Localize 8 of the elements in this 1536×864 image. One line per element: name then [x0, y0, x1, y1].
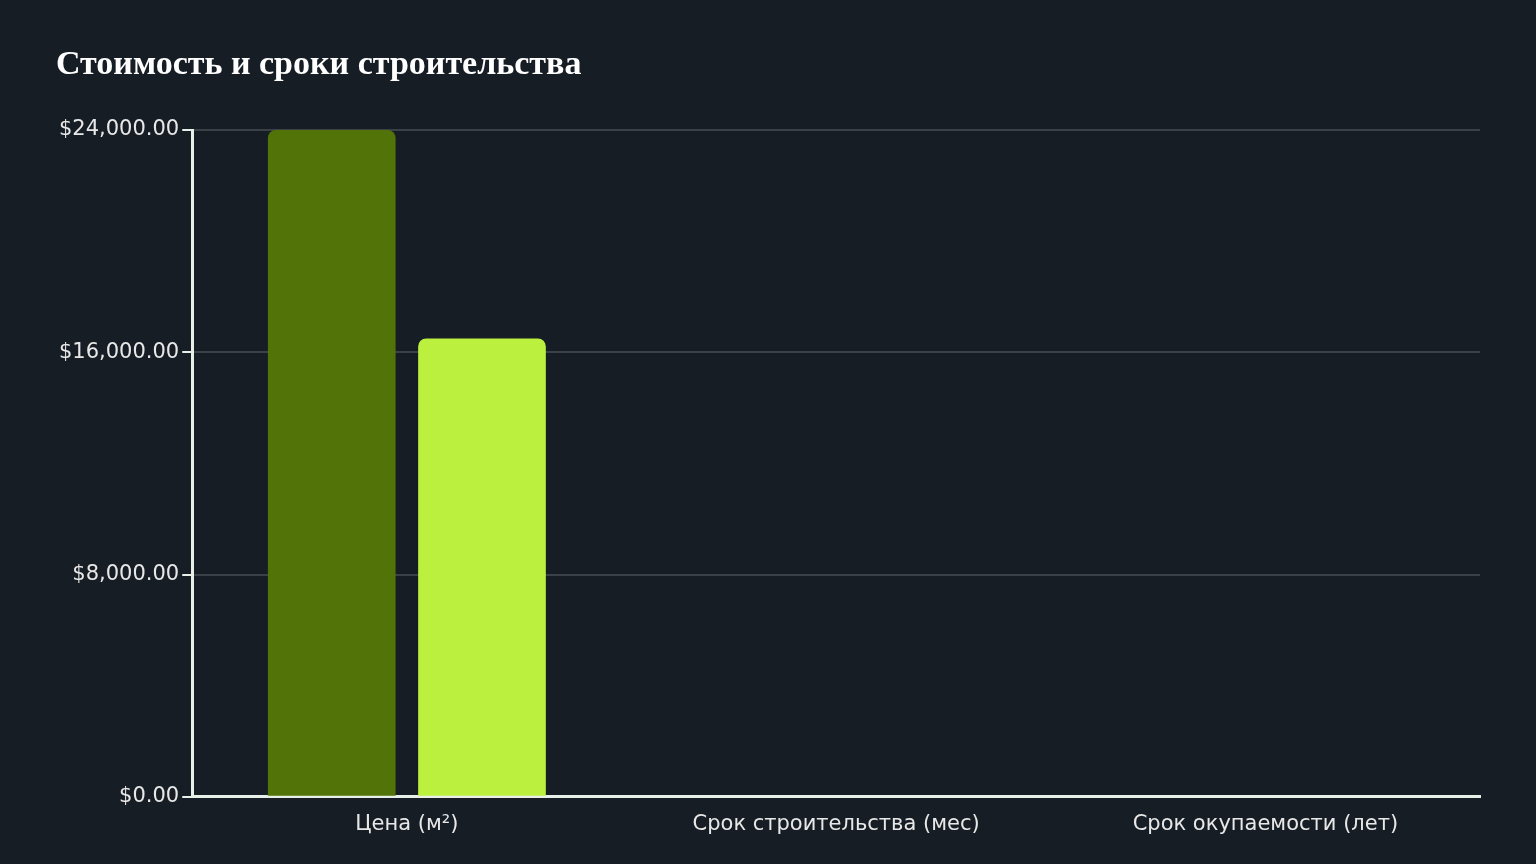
y-tick-label: $0.00	[119, 783, 180, 808]
y-tick-label: $24,000.00	[58, 116, 180, 141]
y-tick-label: $8,000.00	[72, 560, 180, 585]
x-tick-label: Срок окупаемости (лет)	[1132, 810, 1399, 835]
x-tick-label: Цена (м²)	[355, 810, 459, 835]
y-tick-label: $16,000.00	[58, 338, 180, 363]
x-tick-label: Срок строительства (мес)	[692, 810, 980, 835]
chart-title: Стоимость и сроки строительства	[56, 44, 582, 82]
